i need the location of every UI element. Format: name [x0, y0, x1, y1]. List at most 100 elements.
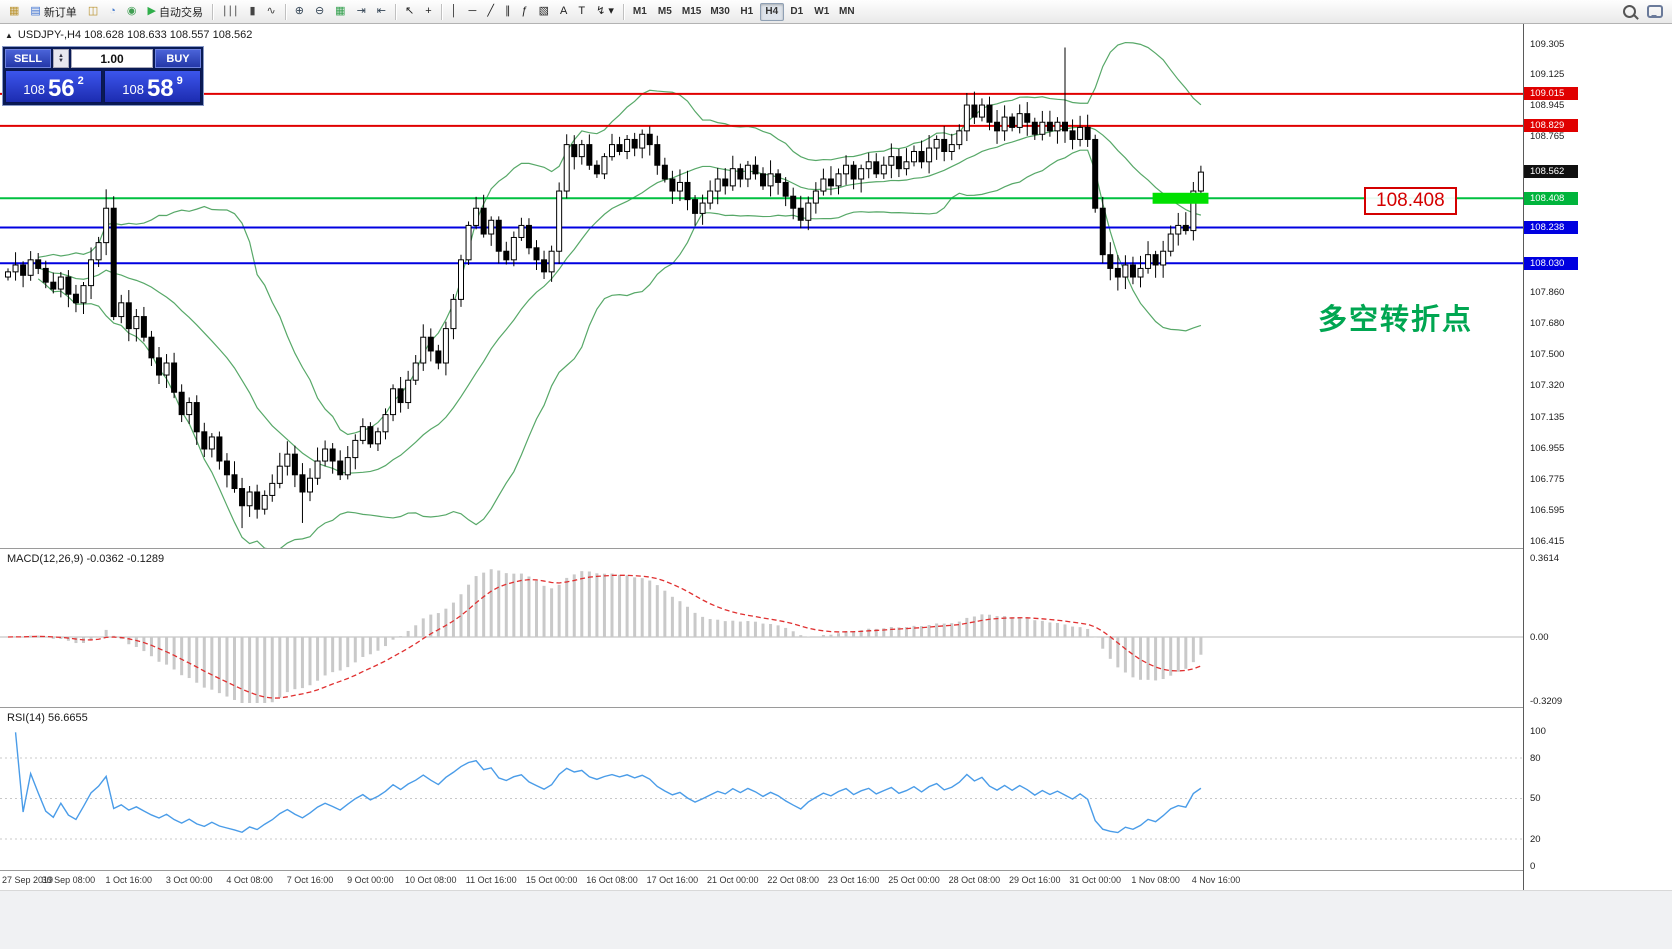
time-label: 23 Oct 16:00 — [827, 875, 880, 885]
price-tick: 107.320 — [1530, 379, 1565, 391]
time-axis[interactable]: 27 Sep 2019 30 Sep 08:00 1 Oct 16:00 3 Oct … — [0, 871, 1523, 890]
zoom-in-icon: ⊕ — [294, 5, 304, 17]
price-flag: 108.829 — [1524, 119, 1578, 133]
price-tick: 109.125 — [1530, 69, 1565, 81]
autotrading-icon: ▶ — [147, 5, 156, 17]
sell-price-pips: 56 — [47, 74, 75, 102]
timeframe-m15[interactable]: M15 — [678, 3, 705, 21]
volume-input[interactable] — [71, 49, 153, 68]
price-tick: 108.945 — [1530, 100, 1565, 112]
toolbar-chart-shift[interactable]: ⇤ — [372, 2, 391, 22]
price-flag: 108.562 — [1524, 165, 1578, 179]
spin-up-icon[interactable]: ▲ — [58, 52, 64, 59]
timeframe-d1[interactable]: D1 — [785, 3, 809, 21]
price-tick: 107.135 — [1530, 411, 1565, 423]
price-flag: 108.408 — [1524, 191, 1578, 205]
search-button[interactable] — [1618, 2, 1641, 22]
toolbar-chart-profiles[interactable]: ◫ — [83, 2, 103, 22]
toolbar-trendline-tool[interactable]: ╱ — [482, 2, 499, 22]
annotation-text[interactable]: 多空转折点 — [1318, 304, 1474, 336]
toolbar-new-chart[interactable]: ▦ — [4, 2, 24, 22]
window-bottom-area — [0, 890, 1672, 949]
price-callout[interactable]: 108.408 — [1364, 187, 1457, 215]
toolbar-web-terminal[interactable]: ◉ — [122, 2, 142, 22]
toolbar-fibonacci-tool[interactable]: ƒ — [516, 2, 532, 22]
shapes-tool-icon: ▧ — [538, 5, 549, 17]
toolbar-candle-chart-mode[interactable]: ▮ — [244, 2, 260, 22]
sell-price-base: 108 — [23, 82, 45, 97]
toolbar-shapes-tool[interactable]: ▧ — [534, 2, 554, 22]
candle-chart-mode-icon: ▮ — [249, 5, 256, 17]
timeframe-h4[interactable]: H4 — [759, 2, 784, 21]
vertical-line-tool-icon: │ — [450, 5, 458, 17]
indicator-list-icon: ▦ — [335, 5, 346, 17]
toolbar-line-chart-mode[interactable]: ∿ — [262, 2, 281, 22]
toolbar-history-center[interactable]: ◔ — [104, 2, 121, 22]
one-click-trading-panel: SELL ▲▼ BUY 108 56 2 108 58 9 — [2, 46, 204, 106]
toolbar-text-tool[interactable]: A — [555, 2, 572, 22]
main-chart-canvas[interactable] — [0, 24, 1523, 548]
toolbar-autotrading-label: 自动交易 — [158, 6, 203, 19]
price-axis[interactable]: 109.305 109.125 108.945 108.765 107.860 107.6… — [1523, 24, 1672, 890]
time-label: 4 Nov 16:00 — [1191, 875, 1241, 885]
cursor-tool-icon: ↖ — [405, 5, 415, 17]
new-chart-icon: ▦ — [9, 5, 20, 17]
chart-profiles-icon: ◫ — [87, 5, 99, 17]
toolbar-separator — [440, 3, 442, 20]
toolbar-horizontal-line-tool[interactable]: ─ — [464, 2, 482, 22]
toolbar-separator — [211, 3, 213, 20]
chat-icon — [1647, 5, 1663, 18]
timeframe-m5[interactable]: M5 — [653, 3, 677, 21]
toolbar-label-tool[interactable]: T — [573, 2, 590, 22]
channel-tool-icon: ∥ — [504, 5, 511, 17]
buy-price[interactable]: 108 58 9 — [104, 70, 201, 103]
price-tick: 107.860 — [1530, 287, 1565, 298]
sell-price-point: 2 — [77, 75, 84, 87]
time-label: 22 Oct 08:00 — [767, 875, 819, 885]
toolbar-channel-tool[interactable]: ∥ — [500, 2, 516, 22]
panel-divider[interactable] — [0, 707, 1672, 708]
price-tick: 106.775 — [1530, 473, 1565, 485]
spin-down-icon[interactable]: ▼ — [58, 57, 64, 64]
buy-button[interactable]: BUY — [155, 49, 201, 68]
macd-scale-tick: 0.00 — [1530, 631, 1549, 643]
price-tick: 106.415 — [1530, 535, 1565, 547]
price-flag: 108.238 — [1524, 220, 1578, 234]
timeframe-mn[interactable]: MN — [835, 3, 859, 21]
time-label: 27 Sep 2019 — [2, 875, 54, 885]
timeframe-h1[interactable]: H1 — [735, 3, 759, 21]
chart-shift-icon: ⇤ — [376, 5, 387, 17]
panel-divider[interactable] — [0, 548, 1672, 549]
macd-panel-canvas[interactable] — [0, 549, 1523, 707]
toolbar-crosshair-tool[interactable]: + — [420, 2, 436, 22]
toolbar-auto-scroll[interactable]: ⇥ — [352, 2, 371, 22]
arrows-tool-icon: ↯ ▾ — [596, 5, 614, 17]
rsi-scale-tick: 50 — [1530, 793, 1541, 804]
price-flag: 108.030 — [1524, 256, 1578, 270]
toolbar-new-order[interactable]: ▤ 新订单 — [25, 2, 81, 22]
toolbar-zoom-out[interactable]: ⊖ — [310, 2, 329, 22]
volume-stepper[interactable]: ▲ ▼ — [53, 49, 69, 68]
time-label: 30 Sep 08:00 — [41, 875, 96, 885]
timeframe-m1[interactable]: M1 — [628, 3, 652, 21]
toolbar-vertical-line-tool[interactable]: │ — [446, 2, 463, 22]
chart-title: USDJPY-,H4 108.628 108.633 108.557 108.5… — [17, 29, 253, 41]
toolbar-zoom-in[interactable]: ⊕ — [290, 2, 309, 22]
toolbar-arrows-tool[interactable]: ↯ ▾ — [591, 2, 619, 22]
toolbar-cursor-tool[interactable]: ↖ — [400, 2, 419, 22]
oneclick-toggle-icon[interactable]: ▲ — [5, 30, 13, 40]
sell-button[interactable]: SELL — [5, 49, 51, 68]
toolbar-autotrading[interactable]: ▶ 自动交易 — [142, 2, 207, 22]
chat-button[interactable] — [1642, 2, 1668, 22]
sell-price[interactable]: 108 56 2 — [5, 70, 102, 103]
panel-divider[interactable] — [0, 870, 1672, 871]
timeframe-w1[interactable]: W1 — [810, 3, 834, 21]
timeframe-m30[interactable]: M30 — [706, 3, 733, 21]
price-tick: 106.955 — [1530, 442, 1565, 454]
toolbar-bar-chart-mode[interactable]: ∣∣∣ — [217, 2, 244, 22]
rsi-panel-canvas[interactable] — [0, 708, 1523, 870]
time-label: 3 Oct 00:00 — [165, 875, 213, 885]
toolbar-indicator-list[interactable]: ▦ — [330, 2, 350, 22]
auto-scroll-icon: ⇥ — [356, 5, 366, 17]
time-label: 10 Oct 08:00 — [405, 875, 457, 885]
